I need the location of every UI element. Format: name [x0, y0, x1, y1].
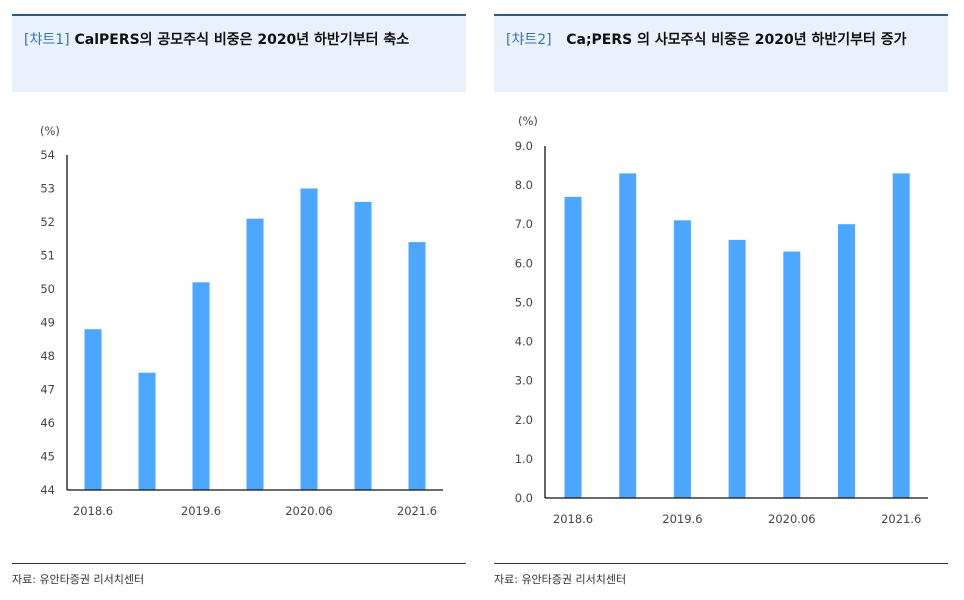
chart2-footer-divider [494, 563, 948, 565]
chart1-bar [354, 201, 372, 490]
chart2-y-tick: 2.0 [515, 413, 533, 427]
chart1-bar [408, 242, 426, 490]
chart1-y-tick: 44 [40, 483, 55, 497]
chart2-x-tick: 2021.6 [881, 512, 921, 526]
chart2-header: [챠트2] Ca;PERS 의 사모주식 비중은 2020년 하반기부터 증가 [494, 14, 948, 92]
chart2-y-tick: 1.0 [515, 452, 533, 466]
chart1-y-tick: 49 [40, 316, 55, 330]
chart2-y-tick: 5.0 [515, 295, 533, 309]
chart1-y-tick: 46 [40, 416, 55, 430]
chart2-bar [564, 196, 582, 498]
chart2-title: Ca;PERS 의 사모주식 비중은 2020년 하반기부터 증가 [566, 32, 907, 48]
chart1-y-tick: 48 [40, 349, 55, 363]
chart1-y-tick: 45 [40, 450, 55, 464]
chart2-bar [619, 173, 637, 498]
chart1-bar [138, 372, 156, 490]
chart1-tag: [챠트1] [24, 32, 70, 48]
chart1-x-tick: 2020.06 [285, 504, 333, 518]
chart1-y-unit: (%) [40, 124, 60, 138]
chart2-x-tick: 2018.6 [553, 512, 593, 526]
chart2-x-tick: 2019.6 [662, 512, 702, 526]
chart1-x-tick: 2018.6 [73, 504, 113, 518]
chart2-y-tick: 3.0 [515, 374, 533, 388]
chart2-y-tick: 4.0 [515, 335, 533, 349]
chart1-y-tick: 51 [40, 249, 55, 263]
chart1-footer-divider [12, 563, 466, 565]
chart2-bar [838, 224, 855, 498]
chart1-bar [84, 329, 102, 490]
chart2-y-tick: 8.0 [515, 178, 533, 192]
chart1-y-tick: 53 [40, 182, 55, 196]
chart2-x-tick: 2020.06 [768, 512, 816, 526]
chart1-title: CalPERS의 공모주식 비중은 2020년 하반기부터 축소 [74, 32, 410, 48]
chart2-y-tick: 6.0 [515, 256, 533, 270]
chart1-bar [300, 188, 318, 490]
chart2-source: 자료: 유안타증권 리서치센터 [494, 573, 627, 586]
chart1-y-tick: 52 [40, 215, 55, 229]
chart2-y-tick: 0.0 [515, 491, 533, 505]
chart1-y-tick: 50 [40, 282, 55, 296]
chart2-tag: [챠트2] [506, 32, 552, 48]
chart2-bar [783, 251, 801, 498]
chart1-x-tick: 2021.6 [397, 504, 437, 518]
chart2-y-tick: 9.0 [515, 139, 533, 153]
chart2-bar [728, 239, 746, 498]
chart1-y-tick: 47 [40, 383, 55, 397]
chart2-y-tick: 7.0 [515, 217, 533, 231]
chart1-x-tick: 2019.6 [181, 504, 221, 518]
chart1-bar [192, 282, 210, 490]
chart2-y-unit: (%) [518, 114, 538, 128]
chart1-header: [챠트1] CalPERS의 공모주식 비중은 2020년 하반기부터 축소 [12, 14, 466, 92]
chart1-source: 자료: 유안타증권 리서치센터 [12, 573, 145, 586]
chart1-y-tick: 54 [40, 148, 55, 162]
chart1-bar [246, 218, 264, 490]
chart2-bar [673, 220, 691, 499]
chart2-bar [892, 173, 910, 498]
